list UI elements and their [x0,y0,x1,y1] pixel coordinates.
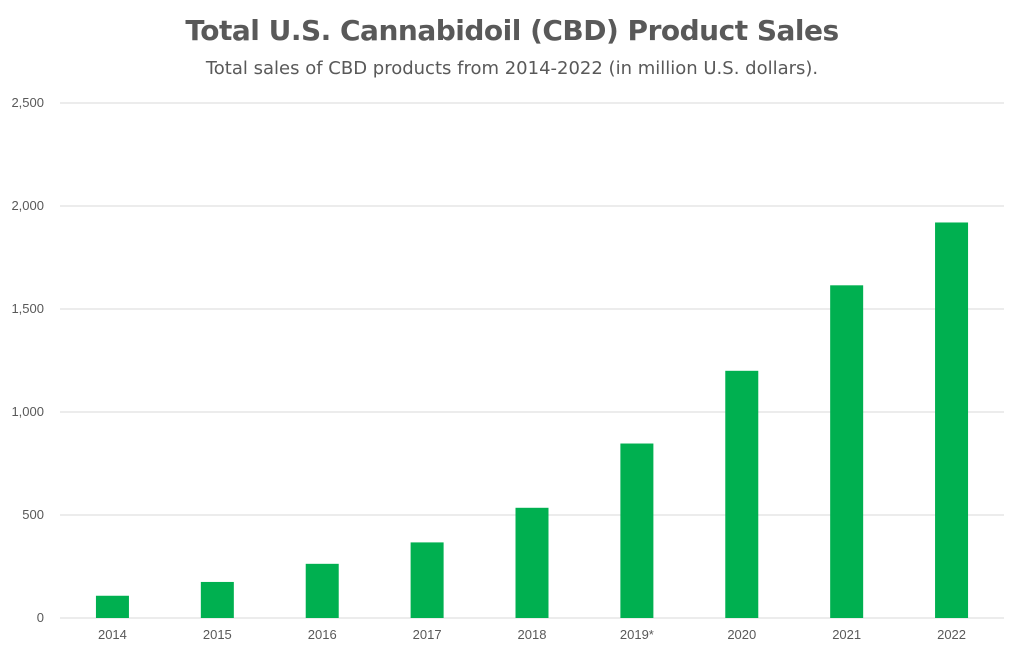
x-tick-label: 2019* [620,627,654,642]
bar-2021 [830,285,864,618]
x-tick-label: 2017 [413,627,442,642]
bar-2022 [935,222,969,619]
bar-2014 [95,595,129,618]
y-tick-label: 500 [22,507,44,522]
x-tick-label: 2014 [98,627,127,642]
y-tick-label: 2,500 [11,95,44,110]
chart-subtitle: Total sales of CBD products from 2014-20… [205,58,819,79]
bar-2016 [305,563,339,618]
bar-2018 [515,507,549,618]
x-tick-label: 2018 [518,627,547,642]
y-tick-label: 1,500 [11,301,44,316]
bar-2017 [410,542,444,618]
x-tick-label: 2020 [727,627,756,642]
bar-2015 [200,581,234,618]
y-axis-ticks: 0 500 1,000 1,500 2,000 2,500 [11,95,44,625]
y-tick-label: 0 [37,610,44,625]
x-axis-ticks: 2014 2015 2016 2017 2018 2019* 2020 2021 2022 [98,627,966,642]
x-tick-label: 2015 [203,627,232,642]
x-tick-label: 2021 [832,627,861,642]
x-tick-label: 2016 [308,627,337,642]
bars [95,222,969,619]
y-tick-label: 1,000 [11,404,44,419]
x-tick-label: 2022 [937,627,966,642]
chart-title: Total U.S. Cannabidoil (CBD) Product Sal… [185,14,839,47]
y-tick-label: 2,000 [11,198,44,213]
bar-2019-star [620,443,654,618]
bar-2020 [725,370,759,618]
